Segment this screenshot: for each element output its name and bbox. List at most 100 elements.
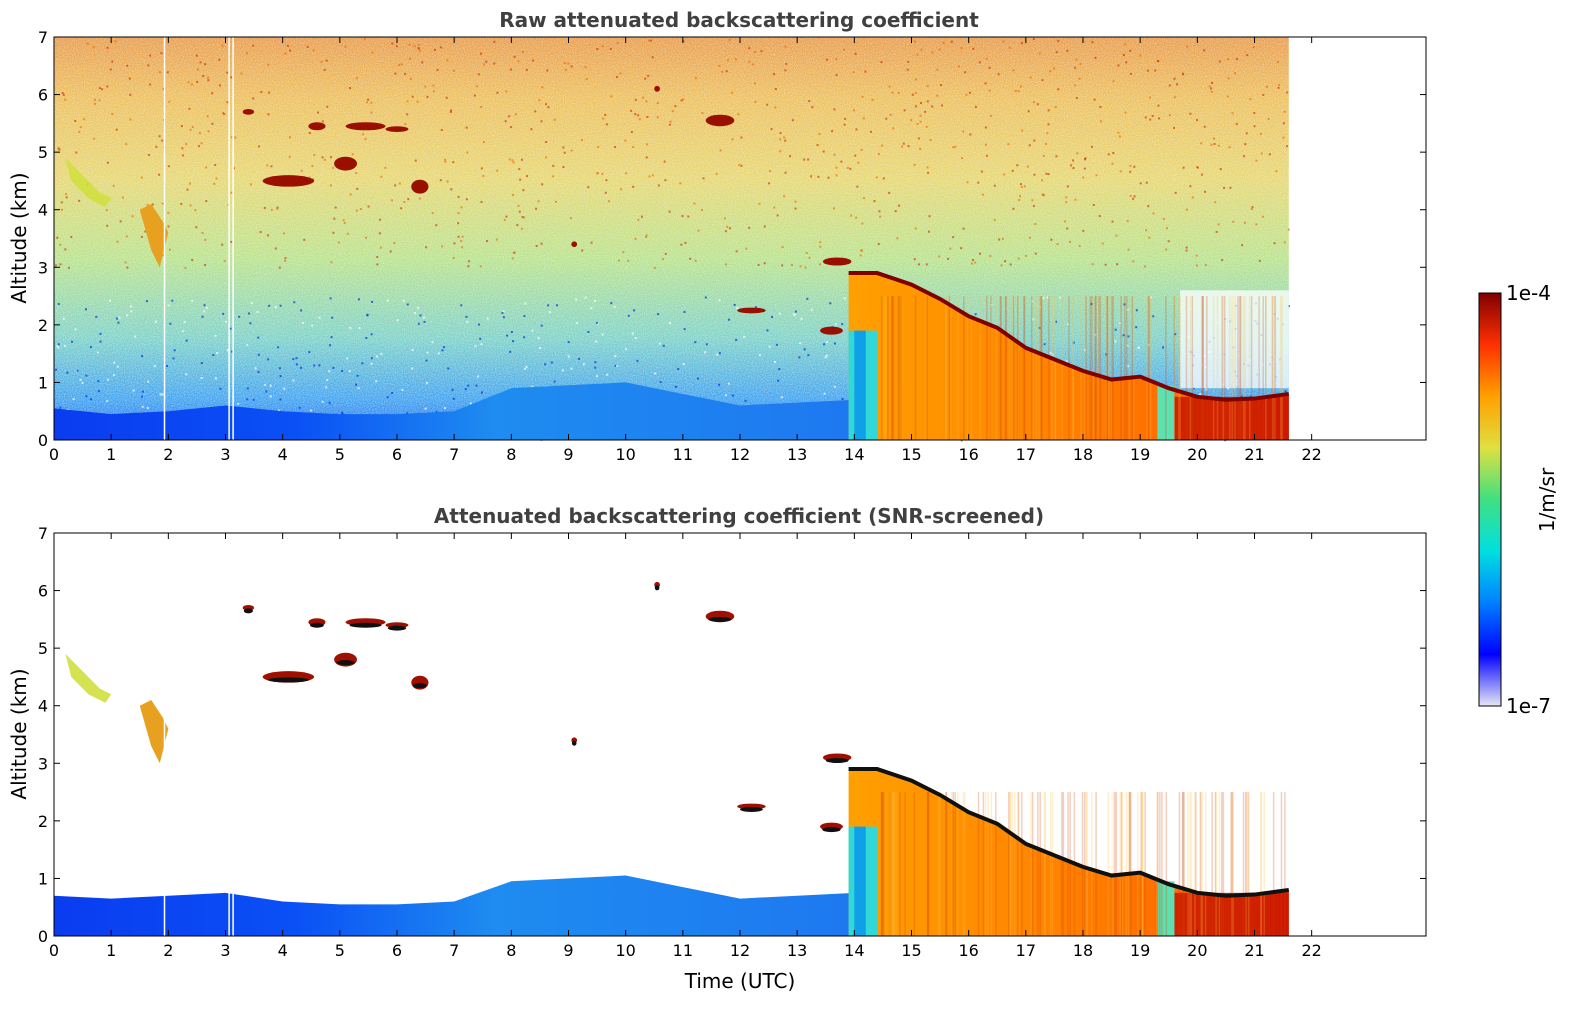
- noise-dot: [1249, 395, 1252, 398]
- noise-dot: [1165, 248, 1168, 251]
- rain-streak: [957, 296, 959, 440]
- noise-dot: [57, 346, 60, 349]
- noise-dot: [950, 40, 953, 43]
- noise-dot: [552, 164, 555, 167]
- noise-dot: [502, 316, 505, 319]
- x-tick-label: 16: [958, 445, 978, 464]
- noise-dot: [240, 72, 243, 75]
- noise-dot: [486, 240, 489, 243]
- noise-dot: [1282, 122, 1285, 125]
- noise-dot: [833, 342, 836, 345]
- noise-dot: [1149, 296, 1152, 299]
- noise-dot: [770, 128, 773, 131]
- rain-streak: [1173, 296, 1175, 440]
- noise-dot: [752, 63, 755, 66]
- noise-dot: [267, 63, 270, 66]
- noise-dot: [1047, 109, 1050, 112]
- noise-dot: [511, 159, 514, 162]
- rain-streak: [1245, 792, 1247, 936]
- noise-dot: [226, 101, 229, 104]
- noise-dot: [563, 62, 566, 65]
- noise-dot: [475, 384, 478, 387]
- noise-dot: [1075, 58, 1078, 61]
- noise-dot: [523, 315, 526, 318]
- noise-dot: [115, 317, 118, 320]
- noise-dot: [203, 310, 206, 313]
- noise-dot: [153, 365, 156, 368]
- y-tick-label: 5: [38, 639, 48, 658]
- noise-dot: [631, 332, 634, 335]
- noise-dot: [1127, 335, 1130, 338]
- rain-streak: [1202, 296, 1204, 440]
- noise-dot: [524, 367, 527, 370]
- x-tick-label: 2: [163, 941, 173, 960]
- noise-dot: [701, 112, 704, 115]
- noise-dot: [1152, 315, 1155, 318]
- noise-dot: [769, 170, 772, 173]
- rain-streak: [1165, 296, 1167, 440]
- noise-dot: [539, 346, 542, 349]
- noise-dot: [411, 349, 414, 352]
- noise-dot: [1032, 204, 1035, 207]
- y-tick-label: 3: [38, 754, 48, 773]
- rain-streak: [1274, 296, 1276, 440]
- noise-dot: [1234, 72, 1237, 75]
- noise-dot: [443, 407, 446, 410]
- noise-dot: [627, 259, 630, 262]
- rain-streak: [1051, 792, 1054, 936]
- noise-dot: [734, 58, 737, 61]
- noise-dot: [1286, 145, 1289, 148]
- noise-dot: [1028, 236, 1031, 239]
- noise-dot: [464, 388, 467, 391]
- x-tick-label: 15: [901, 445, 921, 464]
- y-tick-label: 0: [38, 927, 48, 946]
- noise-dot: [1217, 144, 1220, 147]
- noise-dot: [902, 142, 905, 145]
- noise-dot: [452, 397, 455, 400]
- noise-dot: [205, 306, 208, 309]
- noise-dot: [919, 120, 922, 123]
- noise-dot: [723, 217, 726, 220]
- noise-dot: [517, 60, 520, 63]
- noise-dot: [146, 407, 149, 410]
- x-tick-label: 7: [449, 445, 459, 464]
- noise-dot: [1282, 136, 1285, 139]
- noise-dot: [768, 345, 771, 348]
- noise-dot: [409, 77, 412, 80]
- noise-dot: [504, 120, 507, 123]
- noise-dot: [715, 172, 718, 175]
- noise-dot: [1101, 242, 1104, 245]
- noise-dot: [1041, 193, 1044, 196]
- rain-streak: [891, 296, 893, 440]
- noise-dot: [606, 373, 609, 376]
- noise-dot: [754, 100, 757, 103]
- noise-dot: [1275, 170, 1278, 173]
- noise-dot: [594, 299, 597, 302]
- noise-dot: [1066, 185, 1069, 188]
- rain-streak: [1265, 296, 1267, 440]
- noise-dot: [808, 256, 811, 259]
- noise-dot: [84, 308, 87, 311]
- noise-dot: [1286, 91, 1289, 94]
- noise-dot: [1283, 110, 1286, 113]
- x-tick-label: 15: [901, 941, 921, 960]
- rain-streak: [913, 792, 916, 936]
- x-tick-label: 9: [563, 941, 573, 960]
- rain-streak: [1032, 296, 1035, 440]
- noise-dot: [386, 299, 389, 302]
- noise-dot: [687, 215, 690, 218]
- noise-dot: [505, 215, 508, 218]
- noise-dot: [1253, 125, 1256, 128]
- noise-dot: [493, 62, 496, 65]
- noise-dot: [582, 363, 585, 366]
- noise-dot: [920, 48, 923, 51]
- noise-dot: [1154, 69, 1157, 72]
- noise-dot: [523, 216, 526, 219]
- noise-dot: [59, 263, 62, 266]
- noise-dot: [480, 200, 483, 203]
- noise-dot: [407, 198, 410, 201]
- noise-dot: [1053, 67, 1056, 70]
- noise-dot: [532, 59, 535, 62]
- noise-dot: [942, 41, 945, 44]
